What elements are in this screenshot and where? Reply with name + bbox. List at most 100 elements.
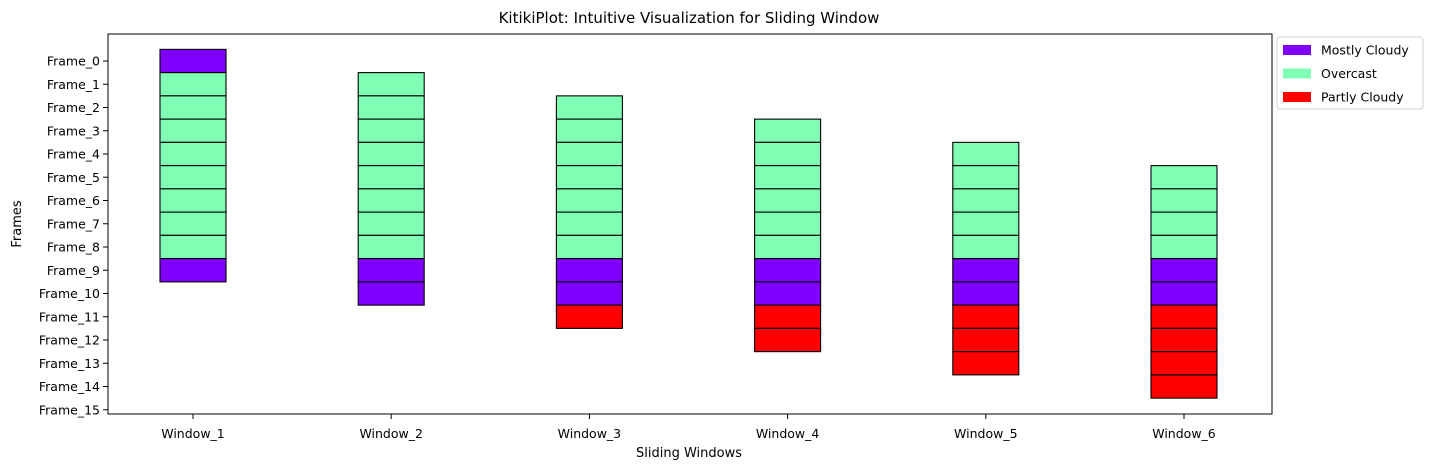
y-tick-label: Frame_5 [47,170,100,185]
cell-window_2-frame-8 [357,234,425,260]
legend: Mostly Cloudy Overcast Partly Cloudy [1276,36,1424,110]
cell-window_1-frame-8 [159,234,227,260]
legend-label: Overcast [1321,66,1377,81]
cell-window_2-frame-4 [357,141,425,167]
cell-window_4-frame-3 [754,118,822,143]
y-axis: Frame_0 Frame_1 Frame_2 Frame_3 Frame_4 Frame… [39,54,108,417]
x-tick-label: Window_2 [359,426,423,441]
cell-window_1-frame-5 [159,165,227,190]
cell-window_4-frame-7 [754,211,822,236]
cell-window_3-frame-7 [555,211,623,236]
cell-window_1-frame-9 [159,258,227,283]
window-bar-4 [754,118,822,353]
x-tick-label: Window_1 [161,426,225,441]
cell-window_1-frame-1 [159,72,227,97]
cell-window_6-frame-11 [1150,304,1218,329]
cell-window_1-frame-4 [159,141,227,167]
cell-window_1-frame-7 [159,211,227,236]
plot-area [159,48,1218,399]
y-axis-label: Frames [10,200,25,248]
cell-window_4-frame-8 [754,234,822,260]
y-tick-label: Frame_0 [47,54,100,69]
y-tick-label: Frame_1 [47,77,100,92]
y-tick-label: Frame_8 [47,240,100,255]
cell-window_1-frame-6 [159,188,227,213]
x-axis: Window_1 Window_2 Window_3 Window_4 Window_5… [161,414,1216,441]
cell-window_1-frame-2 [159,95,227,120]
y-tick-label: Frame_13 [39,356,100,371]
cell-window_6-frame-8 [1150,234,1218,260]
y-tick-label: Frame_7 [47,216,100,231]
cell-window_5-frame-12 [952,327,1020,353]
window-bar-2 [357,72,425,306]
window-bar-5 [952,141,1020,376]
x-tick-label: Window_3 [558,426,622,441]
cell-window_6-frame-10 [1150,281,1218,306]
cell-window_5-frame-4 [952,141,1020,167]
cell-window_2-frame-3 [357,118,425,143]
cell-window_2-frame-7 [357,211,425,236]
cell-window_2-frame-1 [357,72,425,97]
cell-window_3-frame-3 [555,118,623,143]
legend-swatch [1283,68,1311,79]
legend-label: Mostly Cloudy [1321,43,1409,58]
cell-window_6-frame-6 [1150,188,1218,213]
cell-window_1-frame-0 [159,48,227,74]
legend-swatch [1283,92,1311,102]
cell-window_3-frame-2 [555,95,623,120]
cell-window_5-frame-5 [952,165,1020,190]
cell-window_6-frame-5 [1150,165,1218,190]
cell-window_3-frame-6 [555,188,623,213]
y-tick-label: Frame_4 [47,147,100,162]
cell-window_6-frame-9 [1150,258,1218,283]
legend-label: Partly Cloudy [1321,90,1404,105]
cell-window_2-frame-2 [357,95,425,120]
cell-window_5-frame-6 [952,188,1020,213]
cell-window_6-frame-13 [1150,351,1218,376]
y-tick-label: Frame_14 [39,379,100,394]
window-bar-3 [555,95,623,329]
cell-window_4-frame-6 [754,188,822,213]
cell-window_2-frame-6 [357,188,425,213]
x-tick-label: Window_4 [756,426,820,441]
chart-title: KitikiPlot: Intuitive Visualization for … [499,9,880,27]
cell-window_4-frame-5 [754,165,822,190]
cell-window_5-frame-9 [952,258,1020,283]
cell-window_2-frame-9 [357,258,425,283]
cell-window_3-frame-10 [555,281,623,306]
legend-swatch [1283,45,1311,55]
x-tick-label: Window_5 [954,426,1018,441]
cell-window_6-frame-12 [1150,327,1218,353]
cell-window_6-frame-7 [1150,211,1218,236]
y-tick-label: Frame_11 [39,309,100,324]
y-tick-label: Frame_15 [39,402,100,417]
cell-window_4-frame-10 [754,281,822,306]
cell-window_4-frame-11 [754,304,822,329]
window-bar-1 [159,48,227,283]
cell-window_4-frame-4 [754,141,822,167]
cell-window_5-frame-8 [952,234,1020,260]
cell-window_5-frame-7 [952,211,1020,236]
y-tick-label: Frame_9 [47,263,100,278]
cell-window_2-frame-10 [357,281,425,306]
cell-window_2-frame-5 [357,165,425,190]
y-tick-label: Frame_12 [39,333,100,348]
y-tick-label: Frame_2 [47,100,100,115]
cell-window_3-frame-5 [555,165,623,190]
cell-window_3-frame-11 [555,304,623,329]
cell-window_5-frame-13 [952,351,1020,376]
y-tick-label: Frame_10 [39,286,100,301]
y-tick-label: Frame_6 [47,193,100,208]
plot-frame [107,33,1273,415]
cell-window_3-frame-8 [555,234,623,260]
cell-window_4-frame-12 [754,327,822,353]
cell-window_6-frame-14 [1150,374,1218,399]
cell-window_3-frame-9 [555,258,623,283]
cell-window_4-frame-9 [754,258,822,283]
y-tick-label: Frame_3 [47,123,100,138]
x-tick-label: Window_6 [1152,426,1216,441]
cell-window_5-frame-10 [952,281,1020,306]
window-bar-6 [1150,165,1218,399]
x-axis-label: Sliding Windows [636,446,742,461]
